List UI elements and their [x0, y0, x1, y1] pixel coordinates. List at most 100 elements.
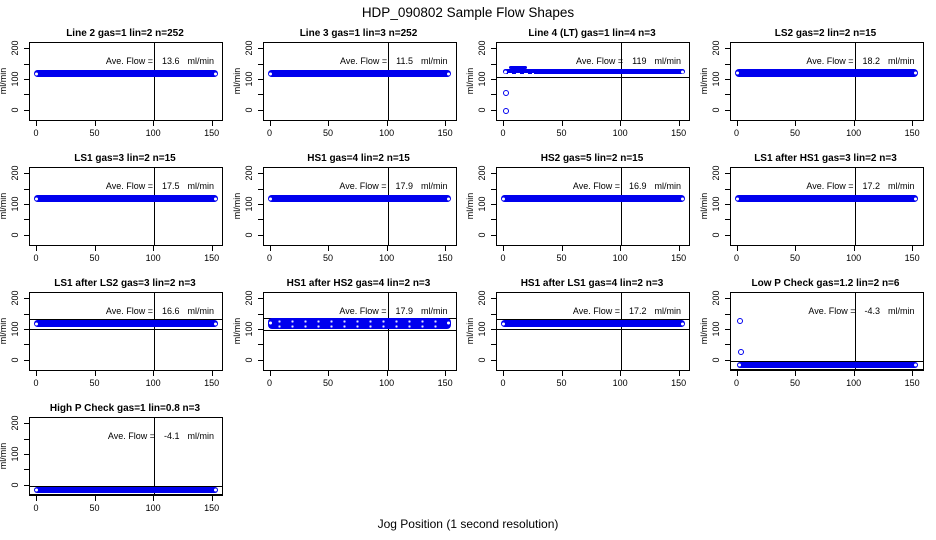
y-tick-label: 200 — [10, 165, 20, 181]
y-axis-tick — [724, 188, 730, 190]
bump-cluster — [508, 66, 528, 70]
y-tick-label: 100 — [10, 321, 20, 337]
y-tick-label: 200 — [477, 290, 487, 306]
ave-flow-label: Ave. Flow = — [105, 181, 153, 191]
y-axis-tick — [491, 328, 496, 330]
y-axis-tick — [24, 63, 29, 65]
ave-flow-text: Ave. Flow = 17.9 ml/min — [264, 306, 447, 316]
x-axis-tick — [36, 246, 38, 251]
y-axis-label: ml/min — [698, 67, 709, 94]
ave-flow-value: 17.2 — [862, 181, 880, 191]
x-axis-tick — [503, 371, 505, 376]
x-tick-label: 0 — [500, 128, 506, 138]
x-tick-label: 50 — [323, 128, 334, 138]
ave-flow-label: Ave. Flow = — [339, 306, 387, 316]
y-axis-tick — [24, 359, 29, 361]
y-axis-tick — [257, 344, 263, 346]
ave-flow-unit: ml/min — [421, 56, 448, 66]
ave-flow-label: Ave. Flow = — [806, 181, 854, 191]
ref-line — [730, 360, 923, 362]
x-axis-tick — [503, 121, 505, 126]
x-axis-tick — [795, 246, 797, 251]
ave-flow-unit: ml/min — [654, 181, 682, 191]
subplot-11: HS1 after LS1 gas=4 lin=2 n=3 Ave. Flow =… — [465, 275, 701, 400]
plot-box: Ave. Flow = 17.2 ml/min — [496, 292, 690, 371]
x-axis-tick — [445, 121, 447, 126]
subplot-title: HS1 after LS1 gas=4 lin=2 n=3 — [520, 278, 664, 289]
ave-flow-unit: ml/min — [187, 306, 215, 316]
x-tick-label: 0 — [33, 128, 39, 138]
y-tick-label: 0 — [477, 232, 487, 238]
y-axis-tick — [257, 313, 263, 315]
y-axis-tick — [491, 313, 496, 315]
plot-box: Ave. Flow = 17.2 ml/min — [729, 167, 924, 246]
y-axis-tick — [24, 78, 29, 80]
y-axis-tick — [491, 344, 496, 346]
x-axis-tick — [561, 246, 563, 251]
y-axis-tick — [257, 109, 263, 111]
x-tick-label: 50 — [323, 378, 334, 388]
x-tick-label: 150 — [671, 253, 687, 263]
ave-flow-value: -4.3 — [864, 306, 880, 316]
x-tick-label: 150 — [204, 128, 220, 138]
x-axis-tick — [36, 121, 38, 126]
subplot-title: Low P Check gas=1.2 lin=2 n=6 — [751, 278, 900, 289]
x-axis-tick — [736, 246, 738, 251]
vline-100 — [854, 168, 856, 245]
x-axis-tick — [269, 121, 271, 126]
x-axis-tick — [445, 371, 447, 376]
vline-100 — [621, 43, 623, 120]
x-axis-tick — [153, 246, 155, 251]
x-axis-tick — [36, 371, 38, 376]
y-axis-tick — [724, 78, 730, 80]
ave-flow-value: 119 — [632, 56, 647, 66]
y-axis-tick — [24, 173, 29, 175]
x-axis-tick — [211, 371, 213, 376]
x-axis-tick — [503, 246, 505, 251]
y-axis-label: ml/min — [0, 67, 8, 94]
ave-flow-value: 17.9 — [395, 306, 413, 316]
x-axis-tick — [269, 246, 271, 251]
x-tick-label: 150 — [671, 128, 687, 138]
x-tick-label: 150 — [437, 378, 453, 388]
x-axis-tick — [328, 371, 330, 376]
y-tick-label: 0 — [710, 357, 721, 363]
y-axis-tick — [24, 469, 29, 471]
x-tick-label: 0 — [267, 128, 273, 138]
y-axis-tick — [257, 298, 263, 300]
y-tick-label: 0 — [477, 107, 487, 113]
ave-flow-value: 17.2 — [628, 306, 647, 316]
y-tick-label: 200 — [243, 290, 254, 306]
flow-band — [34, 195, 218, 203]
x-tick-label: 0 — [33, 253, 39, 263]
ave-flow-label: Ave. Flow = — [339, 181, 387, 191]
flow-band — [34, 70, 218, 78]
x-tick-label: 50 — [89, 253, 100, 263]
x-tick-label: 100 — [846, 253, 862, 263]
vline-100 — [854, 43, 856, 120]
x-tick-label: 100 — [379, 378, 395, 388]
y-axis-tick — [24, 484, 29, 486]
y-axis-tick — [491, 63, 496, 65]
ave-flow-text: Ave. Flow = 13.6 ml/min — [30, 56, 214, 66]
subplot-title: Line 4 (LT) gas=1 lin=4 n=3 — [528, 28, 656, 39]
flow-band — [736, 362, 919, 369]
subplot-title: HS1 after HS2 gas=4 lin=2 n=3 — [286, 278, 431, 289]
x-tick-label: 0 — [33, 503, 39, 513]
y-axis-tick — [24, 344, 29, 346]
y-axis-tick — [724, 48, 730, 50]
y-axis-tick — [724, 344, 730, 346]
ref-line — [497, 76, 689, 78]
x-tick-label: 150 — [437, 253, 453, 263]
y-axis-tick — [24, 328, 29, 330]
flow-band — [501, 195, 685, 203]
y-axis-tick — [257, 328, 263, 330]
plot-box: Ave. Flow = 11.5 ml/min — [262, 42, 457, 121]
flow-band — [267, 195, 452, 203]
y-tick-label: 100 — [10, 71, 20, 87]
y-axis-label: ml/min — [231, 317, 242, 344]
x-tick-label: 100 — [612, 378, 628, 388]
y-axis-tick — [724, 313, 730, 315]
ref-line — [497, 318, 689, 320]
